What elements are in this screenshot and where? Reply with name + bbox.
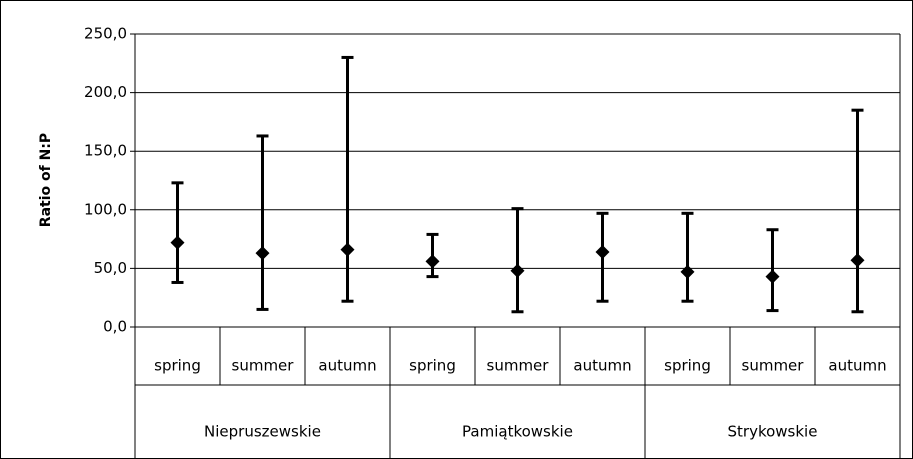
mean-marker <box>595 244 610 259</box>
y-tick-label: 0,0 <box>103 318 127 336</box>
x-tick-label: spring <box>664 357 711 375</box>
group-label: Pamiątkowskie <box>462 423 573 441</box>
mean-marker <box>340 242 355 257</box>
x-tick-label: spring <box>409 357 456 375</box>
x-tick-label: autumn <box>573 357 631 375</box>
x-tick-label: autumn <box>828 357 886 375</box>
x-tick-label: autumn <box>318 357 376 375</box>
x-tick-label: spring <box>154 357 201 375</box>
x-tick-label: summer <box>742 357 805 375</box>
y-axis-label: Ratio of N:P <box>38 133 54 227</box>
mean-marker <box>510 263 525 278</box>
group-label: Niepruszewskie <box>204 423 321 441</box>
mean-marker <box>850 253 865 268</box>
x-tick-label: summer <box>232 357 295 375</box>
mean-marker <box>425 254 440 269</box>
x-tick-label: summer <box>487 357 550 375</box>
mean-marker <box>765 269 780 284</box>
y-tick-label: 100,0 <box>84 200 127 218</box>
y-tick-label: 200,0 <box>84 83 127 101</box>
y-tick-label: 250,0 <box>84 25 127 43</box>
mean-marker <box>170 235 185 250</box>
y-tick-label: 150,0 <box>84 142 127 160</box>
y-tick-label: 50,0 <box>94 259 127 277</box>
mean-marker <box>255 246 270 261</box>
mean-marker <box>680 264 695 279</box>
group-label: Strykowskie <box>728 423 818 441</box>
